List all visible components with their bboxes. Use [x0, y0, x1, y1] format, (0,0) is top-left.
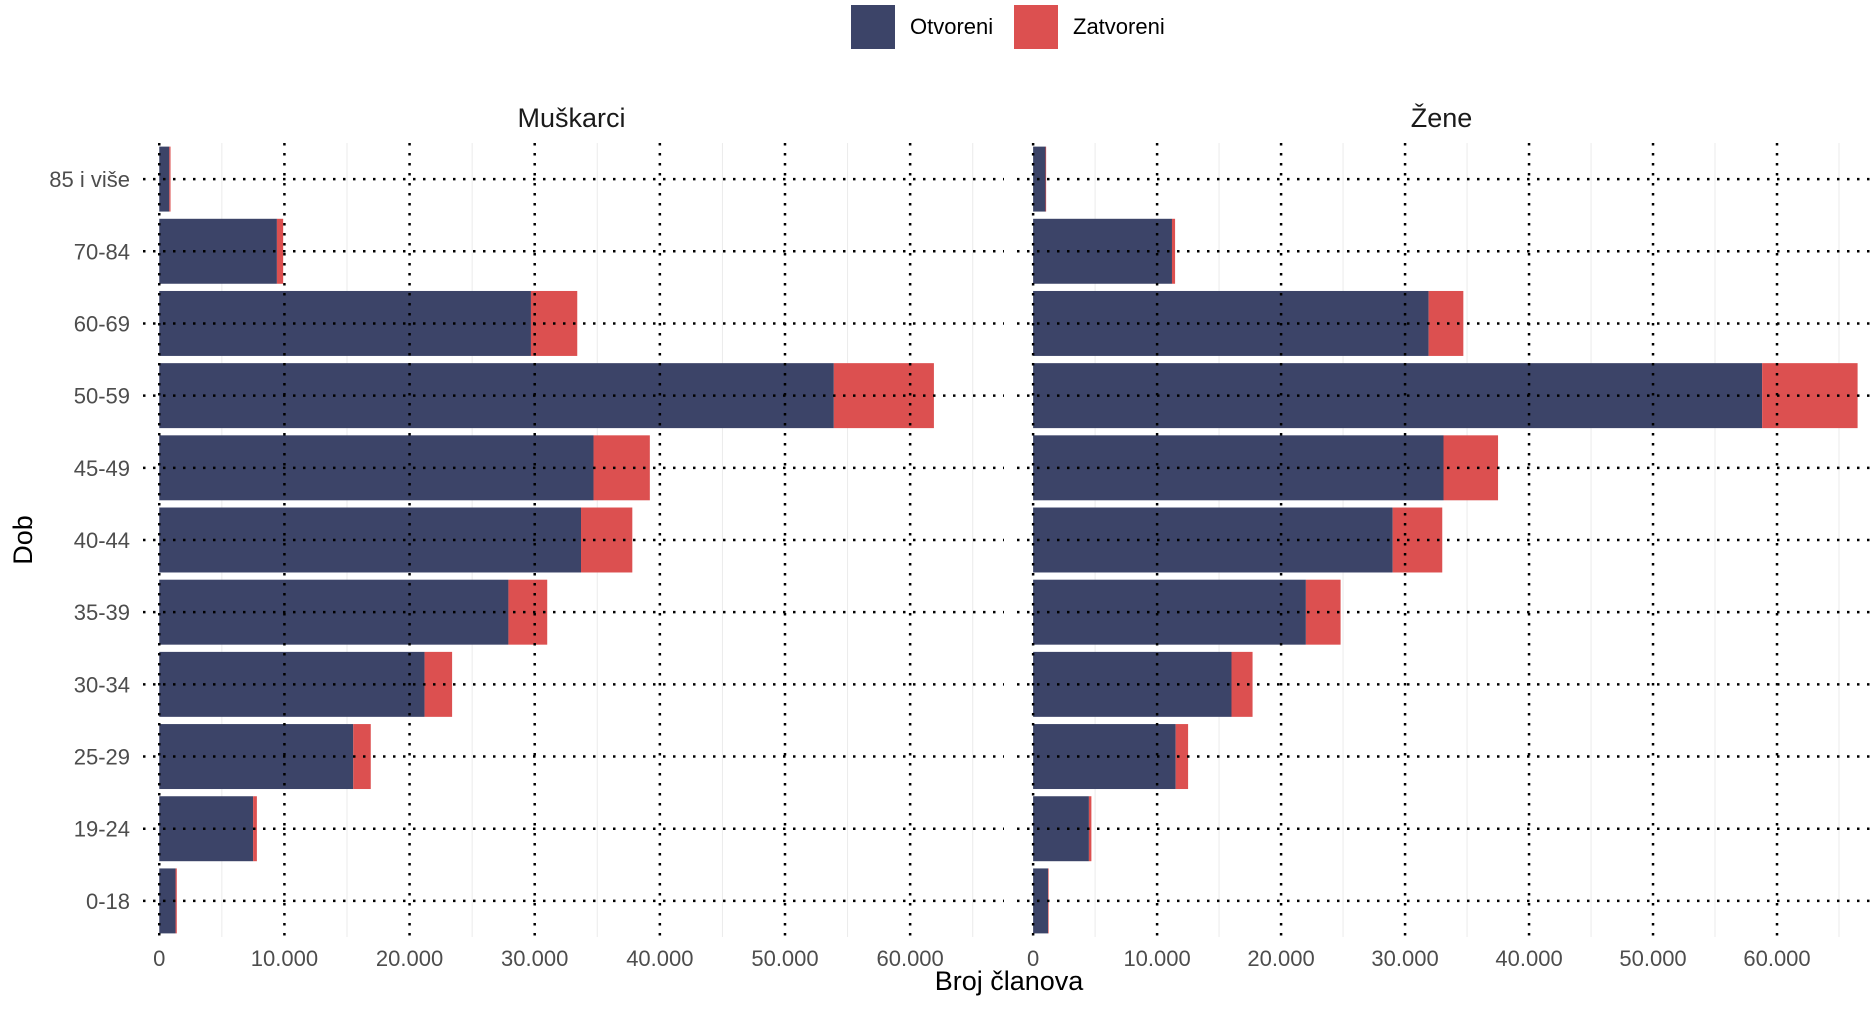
- bar-otvoreni-40-44: [1033, 507, 1393, 573]
- y-tick-label: 45-49: [74, 456, 130, 481]
- panel-title: Muškarci: [517, 103, 625, 133]
- legend-key-otvoreni: [851, 5, 895, 49]
- bar-otvoreni-0-18: [1033, 868, 1048, 934]
- bar-otvoreni-70-84: [159, 218, 277, 284]
- bar-zatvoreni-85-i-više: [1045, 146, 1047, 212]
- bar-zatvoreni-50-59: [1762, 363, 1858, 429]
- bar-zatvoreni-85-i-više: [169, 146, 171, 212]
- y-tick-label: 85 i više: [49, 167, 130, 192]
- bar-otvoreni-19-24: [1033, 796, 1089, 862]
- x-tick-label: 40.000: [1495, 946, 1562, 971]
- x-axis-title: Broj članova: [935, 966, 1085, 996]
- bar-otvoreni-40-44: [159, 507, 582, 573]
- bar-zatvoreni-70-84: [1171, 218, 1176, 284]
- bar-otvoreni-30-34: [1033, 651, 1232, 717]
- x-tick-label: 30.000: [1371, 946, 1438, 971]
- y-tick-label: 60-69: [74, 311, 130, 336]
- y-tick-label: 0-18: [86, 889, 130, 914]
- y-tick-label: 40-44: [74, 528, 130, 553]
- y-tick-label: 25-29: [74, 745, 130, 770]
- panel-zene: 0 10.000 20.000 30.000 40.000 50.000 60.000 Žen…: [1017, 102, 1870, 971]
- legend-label-zatvoreni: Zatvoreni: [1073, 14, 1165, 39]
- x-tick-label: 40.000: [626, 946, 693, 971]
- bar-otvoreni-50-59: [159, 363, 834, 429]
- y-tick-label: 35-39: [74, 600, 130, 625]
- x-tick-label: 60.000: [1743, 946, 1810, 971]
- x-tick-label: 0: [153, 946, 165, 971]
- panels: 0 10.000 20.000 30.000 40.000 50.000 60.000 0-1…: [49, 102, 1870, 971]
- x-tick-label: 50.000: [751, 946, 818, 971]
- bar-otvoreni-25-29: [159, 724, 354, 790]
- bar-otvoreni-25-29: [1033, 724, 1176, 790]
- bar-zatvoreni-70-84: [276, 218, 284, 284]
- legend: Otvoreni Zatvoreni: [851, 5, 1165, 49]
- x-tick-label: 20.000: [1247, 946, 1314, 971]
- bar-zatvoreni-45-49: [1443, 435, 1499, 501]
- x-tick-label: 20.000: [376, 946, 443, 971]
- bar-zatvoreni-35-39: [1305, 579, 1341, 645]
- bar-zatvoreni-45-49: [593, 435, 650, 501]
- x-tick-label: 10.000: [1123, 946, 1190, 971]
- x-tick-label: 30.000: [501, 946, 568, 971]
- x-tick-label: 0: [1027, 946, 1039, 971]
- bar-otvoreni-0-18: [159, 868, 176, 934]
- bar-zatvoreni-19-24: [1088, 796, 1092, 862]
- x-tick-label: 60.000: [876, 946, 943, 971]
- bar-zatvoreni-30-34: [424, 651, 453, 717]
- bar-zatvoreni-0-18: [175, 868, 177, 934]
- legend-key-zatvoreni: [1014, 5, 1058, 49]
- y-tick-label: 50-59: [74, 384, 130, 409]
- x-tick-label: 10.000: [251, 946, 318, 971]
- x-tick-label: 50.000: [1619, 946, 1686, 971]
- y-tick-label: 70-84: [74, 239, 130, 264]
- y-axis-title: Dob: [8, 515, 38, 565]
- y-tick-label: 19-24: [74, 817, 130, 842]
- legend-label-otvoreni: Otvoreni: [910, 14, 993, 39]
- y-tick-label: 30-34: [74, 672, 130, 697]
- bar-zatvoreni-25-29: [1175, 724, 1189, 790]
- bar-zatvoreni-30-34: [1231, 651, 1253, 717]
- bar-zatvoreni-25-29: [353, 724, 371, 790]
- panel-muskarci: 0 10.000 20.000 30.000 40.000 50.000 60.000 0-1…: [49, 103, 1004, 971]
- bar-otvoreni-70-84: [1033, 218, 1172, 284]
- bar-otvoreni-45-49: [159, 435, 594, 501]
- panel-title: Žene: [1411, 102, 1473, 133]
